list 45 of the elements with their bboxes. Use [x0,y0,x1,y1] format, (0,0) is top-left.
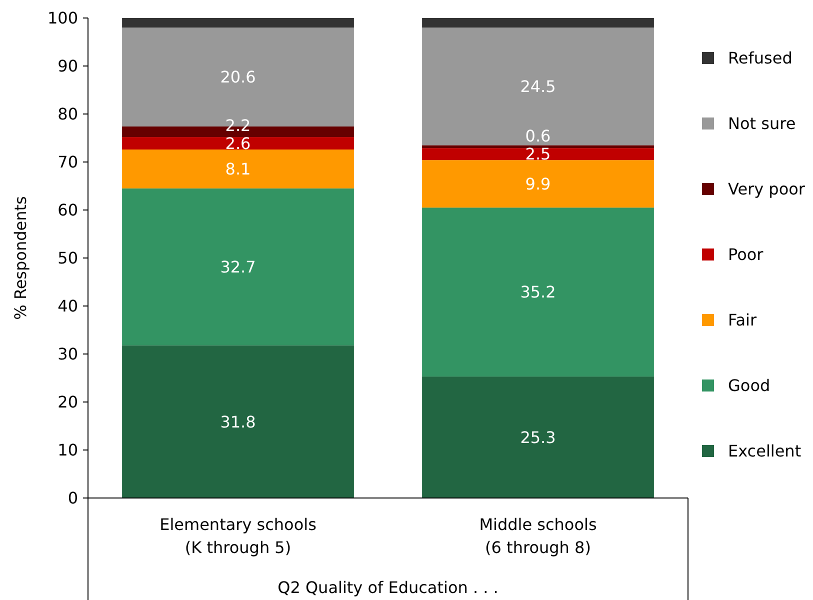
bar [422,28,654,146]
x-tick-label: Middle schools (6 through 8) [479,515,597,557]
data-label: 2.5 [525,144,551,164]
legend-label: Excellent [728,442,802,461]
y-tick-label: 20 [58,392,78,412]
bar [122,18,354,28]
data-label: 8.1 [225,160,251,179]
bar [122,137,354,150]
data-label: 24.5 [520,77,556,96]
data-label: 20.6 [220,68,256,87]
bar [422,145,654,148]
y-axis-title: % Respondents [11,196,30,320]
legend-label: Poor [728,245,764,264]
y-tick-label: 70 [58,152,78,172]
bar [422,160,654,208]
y-tick-label: 40 [58,296,78,316]
y-tick-label: 30 [58,344,78,364]
legend-label: Not sure [728,114,796,134]
y-tick-label: 10 [58,440,78,460]
legend-label: Very poor [728,180,806,199]
bar [122,150,354,188]
legend-label: Fair [728,310,757,330]
bar [422,148,654,160]
x-tick-label: Elementary schools (K through 5) [160,515,316,557]
bar [422,376,654,498]
bar [122,345,354,498]
y-tick-label: 80 [58,104,78,124]
y-tick-label: 100 [47,8,78,28]
legend-label: Good [728,376,770,396]
bar [122,188,354,346]
data-label: 0.6 [525,126,551,146]
data-label: 2.6 [225,134,251,153]
y-tick-label: 50 [58,248,78,268]
data-label: 25.3 [520,428,556,447]
y-tick-label: 90 [58,56,78,76]
data-label: 31.8 [220,412,256,432]
data-label: 35.2 [520,282,556,302]
y-tick-label: 0 [68,488,78,508]
y-tick-label: 60 [58,200,78,220]
legend-label: Refused [728,48,792,68]
data-label: 9.9 [525,174,551,194]
bar [422,208,654,377]
bar [422,18,654,28]
data-label: 32.7 [220,257,256,276]
x-axis-title: Q2 Quality of Education . . . [278,578,498,597]
